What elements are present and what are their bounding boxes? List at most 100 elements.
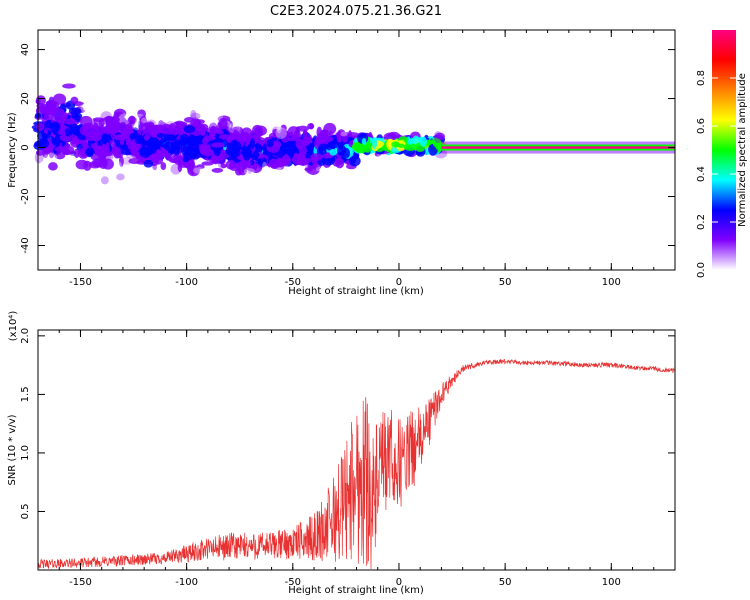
spectrogram-y-tick-label: 0 (20, 144, 31, 150)
spectrogram-cell (252, 151, 260, 158)
spectrogram-x-tick-label: -50 (285, 277, 301, 288)
spectrogram-cell (53, 139, 61, 148)
spectrogram-cell (275, 167, 283, 176)
spectrogram-cell (190, 112, 201, 120)
spectrogram-x-tick-label: 50 (499, 277, 512, 288)
spectrogram-cell (128, 158, 141, 165)
spectrogram-cell (88, 161, 102, 169)
spectrogram-cell (282, 143, 294, 148)
spectrogram-cell (45, 100, 57, 106)
snr-y-label: SNR (10 * v/v) (7, 414, 18, 485)
spectrogram-cell (159, 141, 170, 148)
spectrogram-cell (276, 121, 282, 134)
spectrogram-cell (119, 121, 127, 133)
spectrogram-cell (112, 146, 120, 156)
spectrogram-cell (278, 157, 290, 167)
spectrogram-cell (201, 161, 214, 166)
spectrogram-cell (160, 162, 167, 171)
spectrogram-cell (35, 149, 45, 156)
spectrogram-cell (254, 146, 264, 153)
spectrogram-cell (173, 155, 186, 166)
spectrogram-cell (102, 158, 114, 170)
spectrogram-x-tick-label: 100 (602, 277, 621, 288)
spectrogram-cell (36, 138, 50, 149)
spectrogram-cell (435, 144, 440, 150)
spectrogram-cell (129, 132, 137, 139)
colorbar-tick-label: 0.8 (696, 70, 707, 86)
spectrogram-heat (31, 78, 675, 185)
spectrogram-cell (296, 145, 307, 155)
spectrogram-cell (403, 143, 418, 151)
spectrogram-cell (220, 163, 227, 169)
spectrogram-cell (75, 159, 89, 170)
spectrogram-cell (340, 131, 348, 137)
spectrogram-cell (63, 144, 69, 153)
spectrogram-cell (153, 124, 159, 130)
spectrogram-cell (346, 132, 360, 138)
spectrogram-cell (159, 123, 173, 135)
spectrogram-cell (329, 148, 338, 156)
spectrogram-cell (262, 161, 267, 170)
spectrogram-cell (325, 143, 336, 151)
spectrogram-cell (217, 121, 222, 134)
spectrogram-cell (141, 122, 153, 134)
spectrogram-y-tick-label: -40 (20, 237, 31, 253)
spectrogram-cell (71, 137, 76, 145)
spectrogram-cell (79, 124, 94, 136)
spectrogram-cell (319, 129, 328, 141)
spectrogram-cell (391, 141, 400, 148)
spectrogram-cell (432, 140, 443, 148)
spectrogram-cell (208, 114, 216, 124)
spectrogram-cell (361, 138, 367, 146)
spectrogram-y-tick-label: 20 (20, 92, 31, 105)
spectrogram-cell (90, 143, 99, 149)
spectrogram-cell (266, 139, 274, 148)
spectrogram-cell (397, 143, 405, 148)
spectrogram-y-tick-label: 40 (20, 43, 31, 56)
spectrogram-cell (253, 129, 260, 137)
spectrogram-cell (91, 131, 103, 142)
snr-series-line (37, 358, 676, 570)
spectrogram-cell (111, 123, 120, 134)
spectrogram-cell (36, 102, 46, 109)
snr-y-multiplier: (x10⁴) (8, 311, 19, 342)
spectrogram-cell (199, 144, 205, 155)
spectrogram-cell (118, 155, 124, 167)
spectrogram-cell (307, 123, 315, 130)
colorbar: 0.0 0.2 0.4 0.6 0.8 Normalized spectral ampl… (696, 30, 748, 278)
spectrogram-cell (66, 152, 74, 164)
colorbar-tick-label: 0.4 (696, 166, 707, 182)
spectrogram-cell (54, 152, 66, 160)
spectrogram-cell (179, 137, 191, 147)
spectrogram-cell (192, 167, 205, 174)
spectrogram-cell (243, 167, 255, 175)
spectrogram-cell (419, 136, 427, 147)
spectrogram-cell (211, 168, 224, 173)
spectrogram-cell (190, 109, 197, 121)
spectrogram-cell (280, 131, 290, 143)
spectrogram-cell (63, 118, 77, 125)
spectrogram-cell (49, 121, 61, 133)
spectrogram-cell (43, 88, 54, 96)
spectrogram-cell (63, 169, 77, 181)
spectrogram-cell (166, 134, 176, 140)
spectrogram-cell (120, 144, 128, 150)
spectrogram-cell (200, 168, 214, 179)
spectrogram-cell (372, 137, 378, 150)
spectrogram-cell (151, 165, 160, 170)
snr-y-tick-label: 2.0 (20, 328, 31, 344)
spectrogram-cell (62, 83, 76, 89)
spectrogram-cell (302, 129, 308, 140)
spectrogram-cell (224, 103, 230, 116)
spectrogram-cell (242, 149, 252, 161)
spectrogram-cell (80, 103, 90, 113)
spectrogram-cell (52, 93, 67, 105)
spectrogram-cell (282, 164, 289, 176)
spectrogram-cell (225, 159, 236, 170)
spectrogram-cell (101, 150, 113, 157)
spectrogram-cell (332, 165, 346, 173)
spectrogram-cell (51, 107, 64, 114)
spectrogram-cell (192, 130, 201, 136)
spectrogram-cell (108, 116, 120, 123)
spectrogram-cell (348, 155, 361, 167)
